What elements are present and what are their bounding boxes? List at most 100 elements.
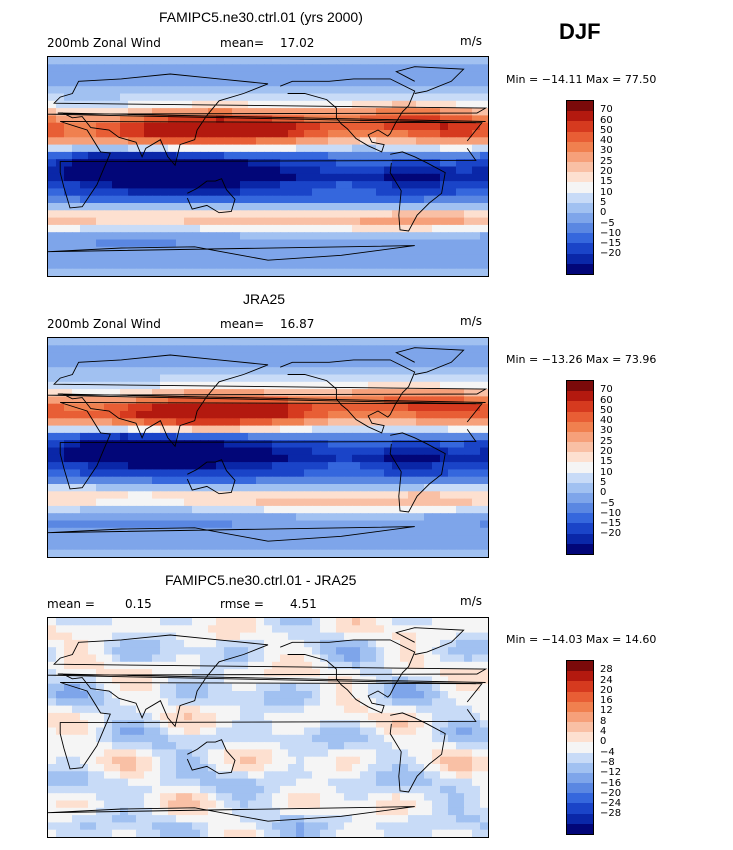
field-cell	[80, 425, 89, 434]
field-cell	[376, 800, 385, 809]
field-cell	[464, 800, 473, 809]
field-cell	[200, 513, 209, 522]
field-cell	[416, 144, 425, 153]
field-cell	[456, 411, 465, 419]
field-cell	[480, 137, 488, 146]
field-cell	[72, 447, 81, 456]
field-cell	[168, 535, 177, 543]
field-cell	[264, 93, 273, 102]
field-cell	[248, 618, 257, 626]
field-cell	[480, 151, 488, 160]
field-cell	[328, 352, 337, 361]
field-cell	[464, 625, 473, 634]
field-cell	[88, 793, 97, 802]
field-cell	[288, 100, 297, 109]
field-cell	[344, 432, 353, 441]
field-cell	[104, 261, 113, 270]
field-cell	[240, 166, 249, 175]
field-cell	[96, 137, 105, 146]
field-cell	[216, 815, 225, 823]
field-cell	[352, 749, 361, 758]
field-cell	[216, 669, 225, 677]
field-cell	[104, 484, 113, 492]
field-cell	[424, 749, 433, 758]
field-cell	[408, 403, 417, 412]
field-cell	[352, 491, 361, 500]
field-cell	[248, 785, 257, 794]
field-cell	[136, 345, 145, 354]
field-cell	[160, 632, 169, 641]
field-cell	[416, 764, 425, 772]
field-cell	[136, 359, 145, 368]
field-cell	[304, 440, 313, 449]
field-cell	[256, 432, 265, 441]
field-cell	[96, 800, 105, 809]
field-cell	[56, 691, 65, 699]
field-cell	[304, 822, 313, 831]
field-cell	[416, 661, 425, 670]
field-cell	[264, 498, 273, 507]
field-cell	[464, 549, 473, 557]
field-cell	[192, 396, 201, 405]
field-cell	[104, 217, 113, 226]
field-cell	[248, 411, 257, 419]
field-cell	[360, 359, 369, 368]
field-cell	[376, 71, 385, 80]
field-cell	[432, 246, 441, 255]
field-cell	[232, 71, 241, 80]
field-cell	[376, 807, 385, 816]
field-cell	[360, 778, 369, 787]
field-cell	[392, 374, 401, 383]
field-cell	[432, 374, 441, 383]
field-cell	[176, 338, 185, 346]
field-cell	[128, 669, 137, 677]
field-cell	[264, 173, 273, 182]
field-cell	[240, 807, 249, 816]
field-cell	[312, 246, 321, 255]
field-cell	[104, 411, 113, 419]
field-cell	[184, 705, 193, 714]
field-cell	[72, 108, 81, 116]
field-cell	[216, 469, 225, 478]
field-cell	[112, 785, 121, 794]
field-cell	[224, 359, 233, 368]
field-cell	[88, 639, 97, 648]
field-cell	[264, 389, 273, 397]
field-cell	[448, 122, 457, 131]
field-cell	[152, 440, 161, 449]
field-cell	[120, 498, 129, 507]
field-cell	[184, 720, 193, 729]
field-cell	[480, 261, 488, 270]
field-cell	[328, 764, 337, 772]
field-cell	[160, 527, 169, 536]
field-cell	[104, 432, 113, 441]
field-cell	[200, 639, 209, 648]
field-cell	[112, 734, 121, 743]
field-cell	[96, 181, 105, 189]
field-cell	[328, 647, 337, 656]
field-cell	[256, 822, 265, 831]
field-cell	[152, 188, 161, 197]
field-cell	[80, 698, 89, 707]
field-cell	[184, 411, 193, 419]
field-cell	[184, 217, 193, 226]
field-cell	[88, 669, 97, 677]
field-cell	[80, 491, 89, 500]
field-cell	[416, 462, 425, 470]
field-cell	[152, 727, 161, 736]
field-cell	[56, 800, 65, 809]
field-cell	[88, 338, 97, 346]
field-cell	[168, 527, 177, 536]
field-cell	[48, 705, 57, 714]
field-cell	[120, 632, 129, 641]
field-cell	[216, 676, 225, 685]
field-cell	[64, 669, 73, 677]
field-cell	[64, 749, 73, 758]
field-cell	[272, 137, 281, 146]
field-cell	[344, 181, 353, 189]
field-cell	[448, 815, 457, 823]
field-cell	[176, 203, 185, 211]
field-cell	[136, 778, 145, 787]
field-cell	[216, 705, 225, 714]
field-cell	[288, 411, 297, 419]
